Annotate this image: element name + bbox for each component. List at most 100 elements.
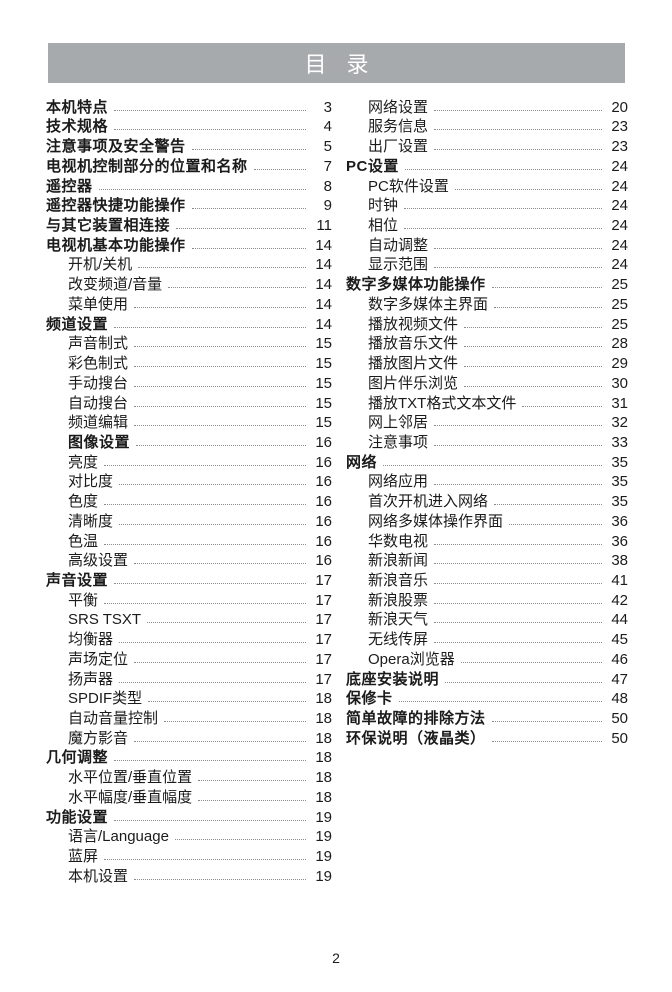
dotted-leader <box>491 287 602 289</box>
toc-entry: 高级设置 16 <box>46 551 332 571</box>
toc-entry-label: 网络多媒体操作界面 <box>368 512 504 530</box>
toc-entry-page: 19 <box>315 828 332 846</box>
dotted-leader <box>434 543 602 545</box>
toc-entry-page: 8 <box>323 177 332 195</box>
dotted-leader <box>134 878 306 880</box>
dotted-leader <box>198 780 306 782</box>
toc-entry: 无线传屏 45 <box>346 629 628 649</box>
toc-header-bar: 目 录 <box>48 43 625 83</box>
dotted-leader <box>119 523 306 525</box>
toc-entry: 菜单使用 14 <box>46 294 332 314</box>
dotted-leader <box>198 799 306 801</box>
toc-entry-page: 17 <box>315 650 332 668</box>
dotted-leader <box>114 760 306 762</box>
toc-entry-label: 高级设置 <box>68 552 129 570</box>
toc-entry: 保修卡 48 <box>346 689 628 709</box>
toc-entry-label: 功能设置 <box>46 808 109 826</box>
toc-entry: 出厂设置 23 <box>346 136 628 156</box>
toc-entry: 华数电视 36 <box>346 531 628 551</box>
toc-entry-label: 新浪天气 <box>368 611 429 629</box>
toc-entry-page: 31 <box>611 394 628 412</box>
toc-entry-page: 42 <box>611 591 628 609</box>
toc-entry: 注意事项及安全警告 5 <box>46 136 332 156</box>
dotted-leader <box>104 602 306 604</box>
toc-entry-label: 网络应用 <box>368 473 429 491</box>
toc-entry-page: 50 <box>611 710 628 727</box>
toc-entry-label: PC软件设置 <box>368 177 449 195</box>
toc-entry: 遥控器快捷功能操作 9 <box>46 196 332 216</box>
toc-entry-page: 24 <box>611 157 628 175</box>
toc-entry: 扬声器 17 <box>46 669 332 689</box>
toc-entry-page: 25 <box>611 315 628 333</box>
dotted-leader <box>434 582 602 584</box>
dotted-leader <box>434 642 602 644</box>
toc-entry-label: 新浪新闻 <box>368 552 429 570</box>
dotted-leader <box>176 228 306 230</box>
toc-entry-label: 数字多媒体主界面 <box>368 295 489 313</box>
toc-entry-page: 41 <box>611 571 628 589</box>
toc-entry-label: 蓝屏 <box>68 848 99 866</box>
dotted-leader <box>134 563 306 565</box>
toc-entry: PC软件设置 24 <box>346 176 628 196</box>
toc-entry: 遥控器 8 <box>46 176 332 196</box>
toc-entry: 注意事项 33 <box>346 432 628 452</box>
dotted-leader <box>494 504 602 506</box>
dotted-leader <box>114 109 306 111</box>
toc-entry-label: 自动音量控制 <box>68 710 159 727</box>
toc-entry: 均衡器 17 <box>46 629 332 649</box>
toc-entry: 电视机控制部分的位置和名称 7 <box>46 156 332 176</box>
toc-entry-page: 25 <box>611 276 628 294</box>
dotted-leader <box>114 129 306 131</box>
toc-entry: SRS TSXT 17 <box>46 610 332 630</box>
toc-entry: 对比度 16 <box>46 472 332 492</box>
toc-entry: 首次开机进入网络 35 <box>346 491 628 511</box>
dotted-leader <box>464 366 602 368</box>
toc-entry-label: 华数电视 <box>368 532 429 550</box>
toc-entry: 清晰度 16 <box>46 511 332 531</box>
toc-entry: 声音设置 17 <box>46 570 332 590</box>
dotted-leader <box>494 306 602 308</box>
toc-entry-label: 频道设置 <box>46 315 109 333</box>
toc-entry-label: 均衡器 <box>68 631 114 649</box>
toc-entry-page: 30 <box>611 374 628 392</box>
toc-entry: 播放视频文件 25 <box>346 314 628 334</box>
toc-entry: 平衡 17 <box>46 590 332 610</box>
toc-entry-label: 菜单使用 <box>68 295 129 313</box>
toc-entry-label: 保修卡 <box>346 690 393 708</box>
toc-entry-label: 图像设置 <box>68 433 131 451</box>
toc-entry-page: 15 <box>315 414 332 432</box>
toc-entry-label: 播放视频文件 <box>368 315 459 333</box>
toc-entry-page: 11 <box>316 217 332 235</box>
dotted-leader <box>191 149 306 151</box>
toc-entry-label: 声场定位 <box>68 650 129 668</box>
toc-entry-page: 46 <box>611 650 628 668</box>
toc-entry-page: 16 <box>315 453 332 471</box>
toc-entry: 服务信息 23 <box>346 117 628 137</box>
toc-entry: PC设置 24 <box>346 156 628 176</box>
toc-entry: Opera浏览器 46 <box>346 649 628 669</box>
toc-entry-label: 显示范围 <box>368 256 429 274</box>
toc-entry-label: 平衡 <box>68 591 99 609</box>
toc-entry-label: 首次开机进入网络 <box>368 493 489 511</box>
toc-entry-page: 9 <box>323 197 332 215</box>
dotted-leader <box>434 563 602 565</box>
toc-entry-page: 14 <box>315 295 332 313</box>
toc-entry: 亮度 16 <box>46 452 332 472</box>
toc-entry: 语言/Language 19 <box>46 827 332 847</box>
toc-entry-page: 17 <box>315 571 332 589</box>
toc-entry: 显示范围 24 <box>346 255 628 275</box>
dotted-leader <box>434 425 602 427</box>
toc-entry-page: 47 <box>611 670 628 688</box>
toc-entry: 播放TXT格式文本文件 31 <box>346 393 628 413</box>
toc-entry-page: 28 <box>611 335 628 353</box>
toc-entry: 数字多媒体主界面 25 <box>346 294 628 314</box>
toc-entry-page: 24 <box>611 236 628 254</box>
toc-entry-label: 环保说明（液晶类） <box>346 729 486 747</box>
dotted-leader <box>434 129 602 131</box>
toc-entry-label: 开机/关机 <box>68 256 133 274</box>
toc-entry-page: 23 <box>611 138 628 156</box>
toc-entry: 自动搜台 15 <box>46 393 332 413</box>
toc-entry-label: 新浪音乐 <box>368 571 429 589</box>
toc-entry-page: 20 <box>611 98 628 116</box>
toc-entry-page: 17 <box>315 591 332 609</box>
